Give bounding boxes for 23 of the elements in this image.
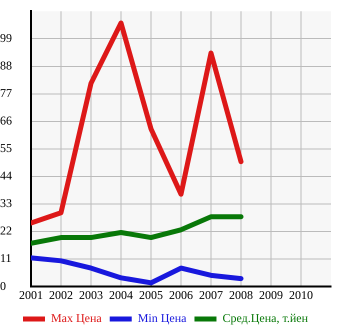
y-tick-label: 44 bbox=[0, 168, 12, 183]
legend-label: Min Цена bbox=[138, 311, 188, 326]
y-tick-label: 88 bbox=[0, 58, 12, 72]
y-tick-label: 77 bbox=[0, 86, 12, 100]
y-tick-label: 33 bbox=[0, 196, 12, 210]
x-tick-label: 2004 bbox=[109, 288, 133, 302]
y-tick-label: 55 bbox=[0, 141, 12, 156]
y-tick-label: 22 bbox=[0, 224, 12, 238]
x-tick-label: 2002 bbox=[49, 288, 73, 302]
y-tick-label: 0 bbox=[0, 278, 6, 293]
x-tick-label: 2001 bbox=[19, 288, 43, 302]
x-tick-label: 2007 bbox=[199, 288, 223, 302]
x-tick-label: 2006 bbox=[169, 288, 193, 302]
x-tick-label: 2008 bbox=[229, 288, 253, 302]
y-tick-label: 66 bbox=[0, 114, 12, 128]
legend-label: Сред.Цена, т.йен bbox=[222, 311, 309, 326]
x-tick-label: 2010 bbox=[289, 288, 313, 302]
y-tick-label: 11 bbox=[0, 251, 12, 266]
x-tick-label: 2005 bbox=[139, 288, 163, 302]
x-tick-label: 2009 bbox=[259, 288, 283, 302]
y-tick-label: 99 bbox=[0, 30, 12, 45]
legend-label: Max Цена bbox=[50, 311, 102, 326]
x-tick-label: 2003 bbox=[79, 288, 103, 302]
